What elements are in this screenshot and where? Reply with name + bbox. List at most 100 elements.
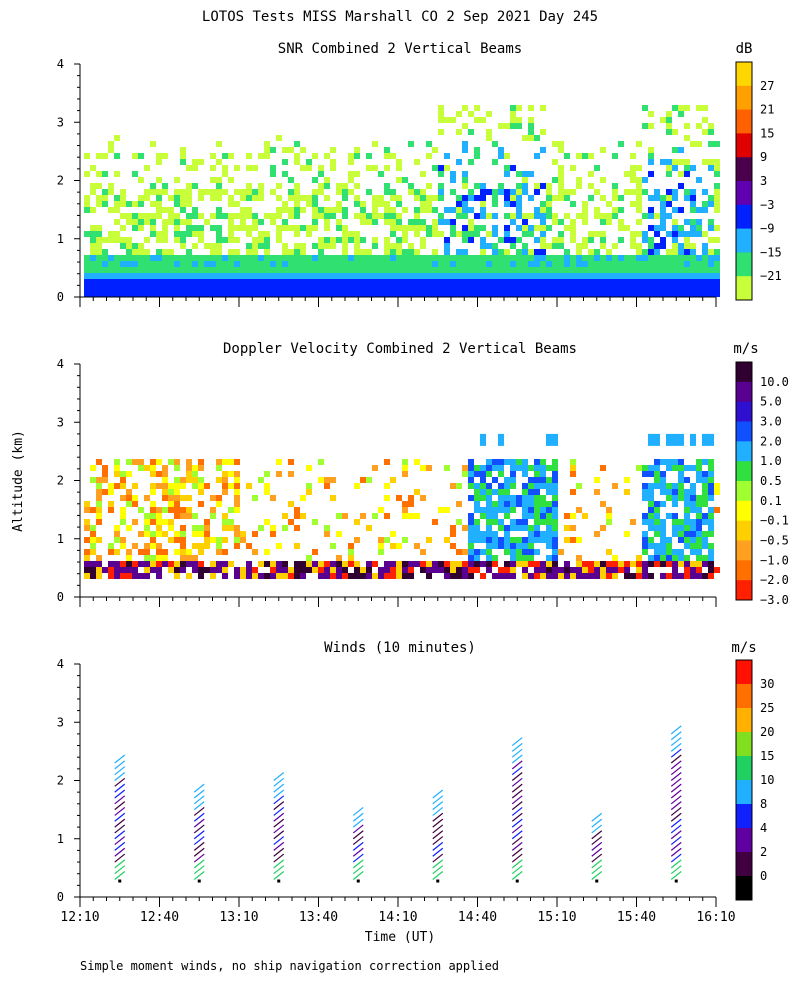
velocity-cell [132,561,138,567]
velocity-cell [684,519,690,525]
velocity-cell [156,567,162,573]
velocity-cell [456,567,462,573]
snr-cell [600,237,606,243]
snr-cell [450,177,456,183]
snr-cell [312,195,318,201]
velocity-cell [168,573,174,579]
snr-cell [462,273,468,279]
velocity-cell [186,573,192,579]
snr-cell [300,225,306,231]
snr-cell [504,273,510,279]
snr-cell [552,141,558,147]
wind-barb [432,871,444,880]
snr-cell [90,183,96,189]
snr-cell [672,219,678,225]
velocity-cell [210,537,216,543]
wind-barb [670,795,682,805]
snr-cell [492,201,498,207]
snr-cell [672,129,678,135]
velocity-cell [168,519,174,525]
snr-cell [258,291,264,297]
wind-barb [511,795,523,805]
velocity-cell [240,537,246,543]
snr-cell [318,261,324,267]
velocity-cell [468,573,474,579]
snr-cell [252,189,258,195]
velocity-cell [648,465,654,471]
snr-cell [162,273,168,279]
snr-cell [108,255,114,261]
velocity-cell [504,573,510,579]
snr-cell [534,237,540,243]
wind-profile [273,772,285,883]
snr-cell [660,195,666,201]
velocity-cell [222,513,228,519]
snr-cell [528,291,534,297]
snr-cell [660,207,666,213]
velocity-cell [348,561,354,567]
snr-cell [648,261,654,267]
x-tick-label: 15:40 [617,910,656,925]
wind-profile [591,812,603,883]
velocity-colorbar: 10.05.03.02.01.00.50.1−0.1−0.5−1.0−2.0−3… [735,361,789,607]
velocity-cell [546,525,552,531]
snr-cell [114,285,120,291]
velocity-cell [696,459,702,465]
colorbar-swatch [736,276,752,301]
snr-cell [468,273,474,279]
snr-cell [474,195,480,201]
colorbar-label: −0.1 [760,514,789,528]
snr-cell [366,249,372,255]
velocity-cell [180,549,186,555]
velocity-cell [96,483,102,489]
velocity-cell [660,573,666,579]
colorbar-label: 8 [760,797,767,811]
snr-cell [138,201,144,207]
snr-cell [180,201,186,207]
wind-barb [670,748,682,758]
snr-cell [666,291,672,297]
snr-cell [486,129,492,135]
wind-barb [352,812,364,822]
velocity-cell [696,507,702,513]
snr-cell [330,291,336,297]
velocity-cell [144,543,150,549]
snr-cell [264,237,270,243]
snr-cell [138,255,144,261]
velocity-cell [186,495,192,501]
wind-barb [114,754,126,764]
snr-cell [336,225,342,231]
snr-cell [234,261,240,267]
velocity-cell [180,495,186,501]
snr-cell [702,255,708,261]
snr-cell [606,279,612,285]
velocity-cell [462,567,468,573]
snr-cell [216,243,222,249]
velocity-cell [264,483,270,489]
velocity-cell [534,567,540,573]
snr-cell [462,171,468,177]
velocity-cell [546,433,552,446]
wind-barb [591,824,603,834]
velocity-cell [684,561,690,567]
snr-cell [570,201,576,207]
snr-cell [90,279,96,285]
velocity-cell [678,567,684,573]
velocity-cell [432,519,438,525]
y-tick-label: 0 [57,590,64,604]
snr-cell [156,255,162,261]
snr-cell [516,237,522,243]
velocity-cell [162,555,168,561]
snr-cell [456,255,462,261]
velocity-cell [660,555,666,561]
snr-cell [234,201,240,207]
snr-cell [450,225,456,231]
velocity-cell [606,513,612,519]
velocity-cell [510,477,516,483]
velocity-cell [612,573,618,579]
wind-barb [511,789,523,799]
velocity-cell [354,567,360,573]
velocity-cell [336,561,342,567]
snr-cell [318,243,324,249]
snr-cell [282,147,288,153]
